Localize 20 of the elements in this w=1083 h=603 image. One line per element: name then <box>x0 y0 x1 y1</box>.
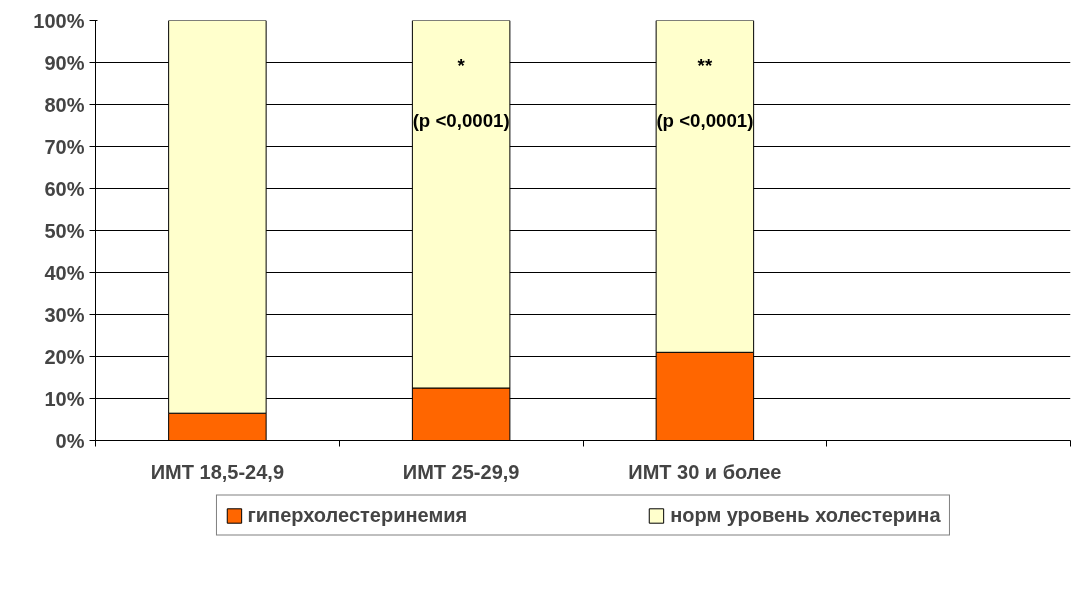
annotation: (p <0,0001) <box>656 110 754 131</box>
y-tick-label: 20% <box>44 345 85 368</box>
legend-label: гиперхолестеринемия <box>247 503 468 527</box>
y-tick-label: 60% <box>44 177 85 200</box>
y-tick-label: 40% <box>44 261 85 284</box>
legend-label: норм уровень холестерина <box>670 503 941 527</box>
y-tick-label: 90% <box>44 51 85 74</box>
x-tick-label: ИМТ 18,5-24,9 <box>150 460 285 483</box>
y-tick-label: 50% <box>44 219 85 242</box>
y-tick-label: 30% <box>44 303 85 326</box>
y-tick-label: 0% <box>55 429 85 452</box>
x-tick-label: ИМТ 25-29,9 <box>402 460 520 483</box>
y-tick-label: 100% <box>33 9 85 32</box>
annotation: ** <box>697 55 713 76</box>
annotation: * <box>457 55 466 76</box>
y-tick-label: 70% <box>44 135 85 158</box>
y-tick-label: 10% <box>44 387 85 410</box>
x-tick-label: ИМТ 30 и более <box>628 460 782 483</box>
annotation: (p <0,0001) <box>412 110 510 131</box>
y-tick-label: 80% <box>44 93 85 116</box>
